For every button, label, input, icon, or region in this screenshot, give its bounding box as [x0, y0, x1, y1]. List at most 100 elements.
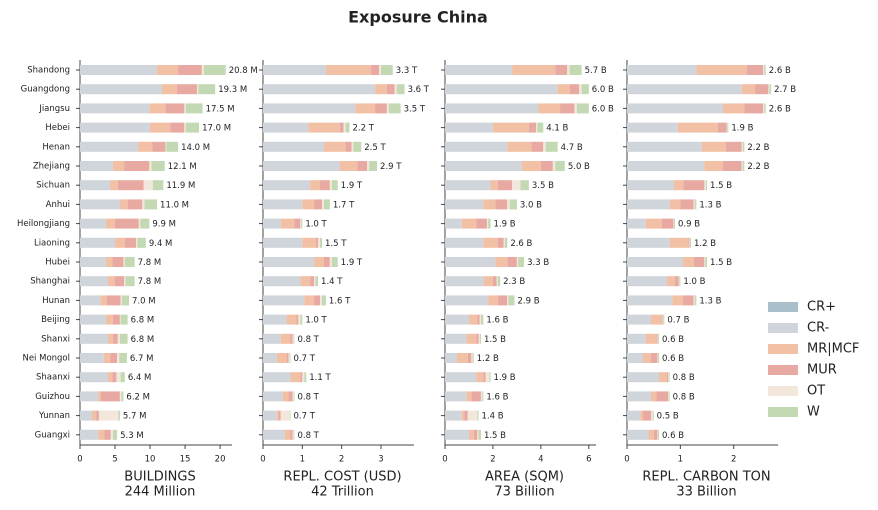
bar-segment — [537, 122, 544, 133]
bar-segment — [726, 122, 728, 133]
legend-swatch — [768, 344, 798, 354]
bar-segment — [742, 161, 745, 171]
bar-segment — [668, 391, 670, 402]
bar-segment — [151, 161, 165, 171]
bar-segment — [117, 180, 144, 191]
bar-segment — [118, 410, 120, 421]
bar-segment — [165, 103, 185, 114]
bar-segment — [288, 391, 293, 402]
bar-segment — [471, 353, 473, 363]
bar-segment — [323, 141, 346, 152]
total-label: 2.6 B — [769, 66, 791, 76]
bar-segment — [345, 141, 352, 152]
y-tick-label: Jiangsu — [38, 104, 70, 114]
bar-segment — [98, 429, 105, 440]
bar-segment — [497, 276, 501, 287]
total-label: 3.5 T — [404, 104, 426, 114]
bar-segment — [292, 429, 294, 440]
bar-segment — [705, 180, 708, 191]
bar-segment — [627, 180, 674, 191]
bar-segment — [651, 391, 657, 402]
total-label: 3.6 T — [408, 85, 430, 95]
bar-segment — [152, 141, 166, 152]
bar-segment — [119, 314, 121, 325]
bar-segment — [693, 257, 705, 267]
legend-swatch — [768, 302, 798, 312]
bar-segment — [263, 218, 281, 229]
bar-segment — [677, 122, 718, 133]
bar-segment — [142, 199, 145, 210]
bar-segment — [723, 161, 742, 171]
bar-segment — [117, 353, 120, 363]
bar-segment — [555, 65, 568, 75]
bar-segment — [518, 257, 525, 267]
total-label: 1.5 B — [484, 335, 506, 345]
bar-segment — [276, 353, 287, 363]
bar-segment — [315, 276, 319, 287]
bar-segment — [725, 141, 742, 152]
bar-segment — [507, 295, 509, 306]
bar-segment — [115, 218, 139, 229]
bar-segment — [120, 295, 123, 306]
bar-segment — [683, 257, 694, 267]
bar-segment — [579, 84, 582, 95]
bar-segment — [543, 141, 546, 152]
bar-segment — [468, 314, 478, 325]
total-label: 2.2 B — [747, 143, 769, 153]
bar-segment — [302, 199, 315, 210]
bar-segment — [483, 199, 496, 210]
bar-segment — [80, 103, 150, 114]
total-label: 2.6 B — [510, 239, 532, 249]
total-label: 1.6 B — [486, 392, 508, 402]
bar-segment — [466, 333, 477, 344]
bar-segment — [662, 314, 664, 325]
bar-segment — [478, 333, 480, 344]
bar-segment — [263, 199, 303, 210]
total-label: 0.9 B — [678, 220, 700, 230]
bar-segment — [304, 295, 315, 306]
total-label: 0.5 B — [657, 412, 679, 422]
bar-segment — [645, 333, 657, 344]
total-label: 1.2 B — [477, 354, 499, 364]
bar-segment — [292, 391, 294, 402]
bar-segment — [485, 372, 490, 383]
bar-segment — [116, 372, 121, 383]
total-label: 1.1 T — [309, 373, 331, 383]
bar-segment — [105, 218, 116, 229]
x-tick-label: 10 — [145, 455, 156, 465]
bar-segment — [445, 295, 489, 306]
bar-segment — [668, 372, 669, 383]
bar-segment — [528, 122, 537, 133]
bar-segment — [286, 353, 289, 363]
bar-segment — [144, 199, 158, 210]
bar-segment — [445, 141, 508, 152]
bar-segment — [150, 122, 171, 133]
bar-segment — [696, 65, 748, 75]
bar-segment — [445, 84, 558, 95]
total-label: 5.7 B — [585, 66, 607, 76]
bar-segment — [176, 84, 197, 95]
bar-segment — [560, 103, 575, 114]
y-tick-label: Shandong — [27, 66, 70, 76]
y-tick-label: Guangxi — [35, 430, 70, 440]
bar-segment — [320, 295, 322, 306]
bar-segment — [124, 237, 137, 248]
bar-segment — [198, 84, 216, 95]
bar-segment — [357, 161, 368, 171]
bar-segment — [196, 84, 199, 95]
bar-segment — [477, 410, 479, 421]
bar-segment — [185, 122, 200, 133]
bar-segment — [282, 391, 289, 402]
total-label: 0.6 B — [662, 354, 684, 364]
bar-segment — [648, 429, 654, 440]
bar-segment — [701, 141, 726, 152]
total-label: 19.3 M — [218, 85, 247, 95]
bar-segment — [476, 372, 484, 383]
bar-segment — [741, 141, 743, 152]
bar-segment — [320, 180, 330, 191]
bar-segment — [280, 333, 291, 344]
bar-segment — [657, 429, 658, 440]
bar-segment — [445, 218, 462, 229]
bar-segment — [388, 103, 401, 114]
